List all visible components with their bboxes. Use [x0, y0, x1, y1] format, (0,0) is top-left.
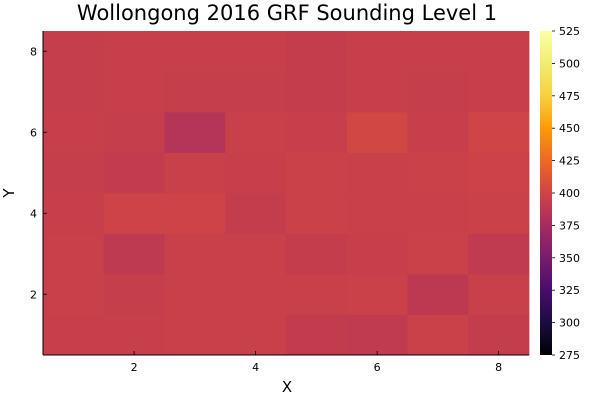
heatmap-cell	[103, 193, 165, 234]
heatmap-cell	[407, 31, 469, 72]
heatmap-cell	[164, 152, 226, 194]
heatmap-cell	[164, 31, 226, 72]
y-axis-label: Y	[0, 188, 18, 199]
heatmap-cell	[468, 71, 530, 113]
heatmap-cell	[43, 193, 105, 234]
colorbar-tick-label: 325	[559, 284, 580, 297]
colorbar-tick-label: 400	[559, 187, 580, 200]
heatmap-cell	[286, 314, 348, 356]
heatmap-cell	[407, 152, 469, 194]
heatmap-cell	[103, 314, 165, 356]
heatmap-cell	[43, 314, 105, 356]
y-tick-label: 2	[30, 288, 37, 301]
heatmap-cell	[286, 152, 348, 194]
heatmap-cell	[468, 152, 530, 194]
chart-title: Wollongong 2016 GRF Sounding Level 1	[77, 1, 497, 25]
heatmap-cell	[286, 71, 348, 113]
heatmap-cell	[225, 152, 287, 194]
heatmap-cell	[407, 71, 469, 113]
heatmap-cell	[103, 31, 165, 72]
heatmap-cell	[407, 233, 469, 275]
y-axis-ticks: 2 4 6 8	[30, 45, 47, 301]
colorbar-tick-label: 350	[559, 252, 580, 265]
heatmap-cell	[43, 152, 105, 194]
x-tick-label: 2	[131, 361, 138, 374]
heatmap-cells	[43, 31, 530, 356]
x-tick-label: 8	[495, 361, 502, 374]
heatmap-cell	[43, 233, 105, 275]
colorbar-tick-label: 475	[559, 90, 580, 103]
colorbar-ticks: 275 300 325 350 375 400 425 450 475 500 525	[552, 25, 580, 362]
heatmap-cell	[103, 233, 165, 275]
heatmap-cell	[43, 112, 105, 153]
colorbar-tick-label: 375	[559, 219, 580, 232]
heatmap-cell	[286, 31, 348, 72]
heatmap-cell	[346, 274, 408, 315]
heatmap-cell	[346, 152, 408, 194]
heatmap-cell	[286, 193, 348, 234]
heatmap-cell	[103, 152, 165, 194]
heatmap-cell	[225, 31, 287, 72]
heatmap-cell	[103, 274, 165, 315]
colorbar-tick-label: 450	[559, 122, 580, 135]
heatmap-cell	[468, 31, 530, 72]
heatmap-cell	[103, 112, 165, 153]
heatmap-cell	[103, 71, 165, 113]
heatmap-cell	[286, 274, 348, 315]
heatmap-cell	[164, 193, 226, 234]
y-tick-label: 4	[30, 207, 37, 220]
heatmap-cell	[407, 193, 469, 234]
colorbar-tick-label: 275	[559, 349, 580, 362]
heatmap-cell	[346, 71, 408, 113]
colorbar	[540, 31, 552, 355]
heatmap-cell	[225, 193, 287, 234]
heatmap-cell	[407, 274, 469, 315]
colorbar-tick-label: 300	[559, 317, 580, 330]
x-tick-label: 6	[374, 361, 381, 374]
heatmap-cell	[164, 71, 226, 113]
y-tick-label: 8	[30, 45, 37, 58]
heatmap-cell	[225, 274, 287, 315]
heatmap-cell	[286, 112, 348, 153]
colorbar-tick-label: 425	[559, 155, 580, 168]
x-tick-label: 4	[252, 361, 259, 374]
heatmap-cell	[225, 233, 287, 275]
heatmap-cell	[468, 314, 530, 356]
heatmap-cell	[468, 274, 530, 315]
heatmap-cell	[43, 71, 105, 113]
colorbar-tick-label: 500	[559, 57, 580, 70]
heatmap-cell	[407, 112, 469, 153]
heatmap-cell	[407, 314, 469, 356]
x-axis-ticks: 2 4 6 8	[131, 351, 502, 374]
heatmap-cell	[468, 112, 530, 153]
heatmap-cell	[286, 233, 348, 275]
heatmap-cell	[225, 71, 287, 113]
heatmap-cell	[164, 233, 226, 275]
heatmap-cell	[164, 274, 226, 315]
heatmap-cell	[225, 314, 287, 356]
heatmap-cell	[346, 314, 408, 356]
heatmap-cell	[164, 314, 226, 356]
heatmap-cell	[468, 233, 530, 275]
heatmap-cell	[43, 31, 105, 72]
heatmap-cell	[164, 112, 226, 153]
y-tick-label: 6	[30, 126, 37, 139]
heatmap-cell	[346, 193, 408, 234]
heatmap-cell	[468, 193, 530, 234]
heatmap-cell	[225, 112, 287, 153]
x-axis-label: X	[282, 378, 292, 396]
heatmap-cell	[43, 274, 105, 315]
heatmap-cell	[346, 112, 408, 153]
heatmap-cell	[346, 233, 408, 275]
heatmap-cell	[346, 31, 408, 72]
colorbar-tick-label: 525	[559, 25, 580, 38]
